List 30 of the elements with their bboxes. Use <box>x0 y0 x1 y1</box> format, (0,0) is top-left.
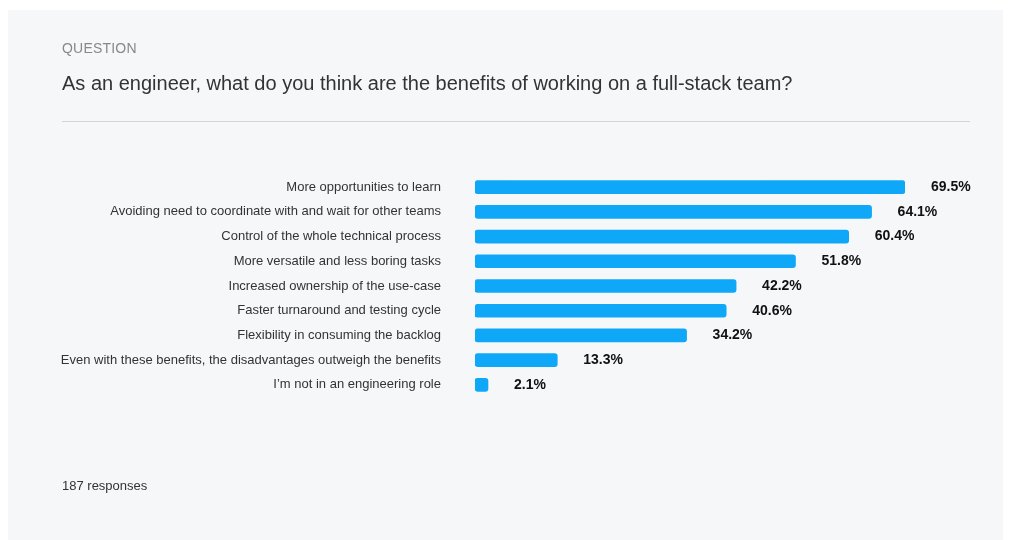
bar <box>475 378 489 392</box>
y-tick-label: More opportunities to learn <box>286 178 441 194</box>
data-label: 40.6% <box>752 301 793 318</box>
data-label: 34.2% <box>712 326 753 343</box>
y-tick-label: Faster turnaround and testing cycle <box>237 302 441 318</box>
data-label: 69.5% <box>931 178 972 195</box>
bar <box>475 229 850 244</box>
y-tick-label: Control of the whole technical process <box>221 228 442 244</box>
y-tick-label: Increased ownership of the use-case <box>228 277 441 293</box>
data-label: 2.1% <box>513 375 547 392</box>
y-tick-label: More versatile and less boring tasks <box>233 252 442 268</box>
text: QUESTION <box>62 40 137 56</box>
data-label: 60.4% <box>874 227 915 244</box>
bar <box>475 328 687 343</box>
y-tick-label: I’m not in an engineering role <box>273 376 441 392</box>
data-label: 64.1% <box>897 202 938 219</box>
chart-title: As an engineer, what do you think are the benefits of working on a full-stack team? <box>62 72 793 95</box>
bar <box>475 254 796 269</box>
y-tick-label: Even with these benefits, the disadvantages outweigh the benefits <box>60 351 442 367</box>
y-tick-label: Flexibility in consuming the backlog <box>237 327 441 342</box>
bar <box>475 205 872 219</box>
data-label: 51.8% <box>821 252 862 269</box>
text: 187 responses <box>62 478 148 493</box>
bar <box>475 279 737 293</box>
data-label: 42.2% <box>762 276 803 293</box>
bar <box>475 353 558 367</box>
bar <box>475 180 905 194</box>
bar <box>475 303 727 318</box>
y-tick-label: Avoiding need to coordinate with and wait for other teams <box>110 203 442 219</box>
data-label: 13.3% <box>583 350 624 367</box>
